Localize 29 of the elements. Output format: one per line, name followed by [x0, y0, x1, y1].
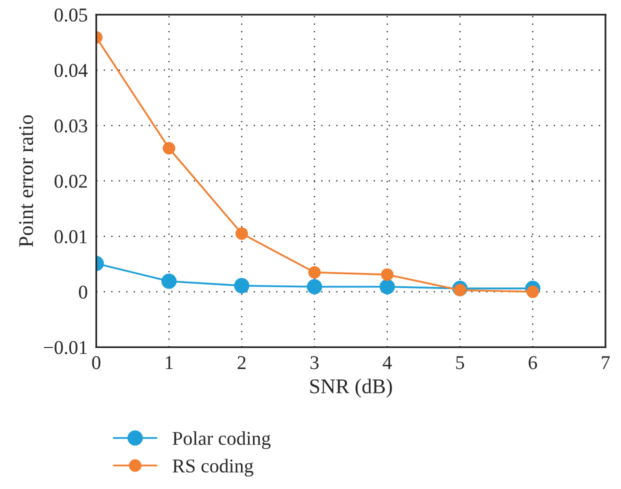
x-tick-label: 3	[310, 356, 319, 370]
point	[235, 227, 248, 240]
point	[526, 286, 539, 298]
point	[308, 266, 321, 279]
legend-label: Polar coding	[172, 431, 271, 449]
y-tick-label: 0.02	[54, 174, 87, 188]
x-axis-title: SNR (dB)	[310, 378, 392, 398]
point	[306, 279, 322, 294]
x-tick-label: 1	[166, 356, 173, 370]
point	[234, 278, 250, 294]
legend-label: RS coding	[172, 458, 254, 477]
point	[161, 274, 177, 289]
x-tick-label: 4	[382, 356, 392, 370]
y-tick-label: 0	[78, 286, 88, 299]
point	[162, 142, 176, 154]
x-tick-label: 2	[238, 356, 246, 370]
x-tick-label: 5	[456, 356, 464, 370]
x-tick-label: 0	[92, 356, 100, 370]
point	[454, 284, 466, 296]
y-tick-label: 0.05	[54, 8, 88, 22]
y-tick-label: 0.03	[54, 119, 88, 133]
y-tick-label: 0.04	[54, 64, 88, 78]
y-tick-label: 0.01	[54, 230, 87, 244]
point	[380, 268, 394, 281]
point	[380, 279, 395, 294]
y-tick-label: −0.01	[44, 341, 87, 354]
y-axis-title: Point error ratio	[19, 115, 34, 247]
x-tick-label: 6	[528, 356, 538, 370]
x-tick-label: 7	[602, 356, 610, 370]
